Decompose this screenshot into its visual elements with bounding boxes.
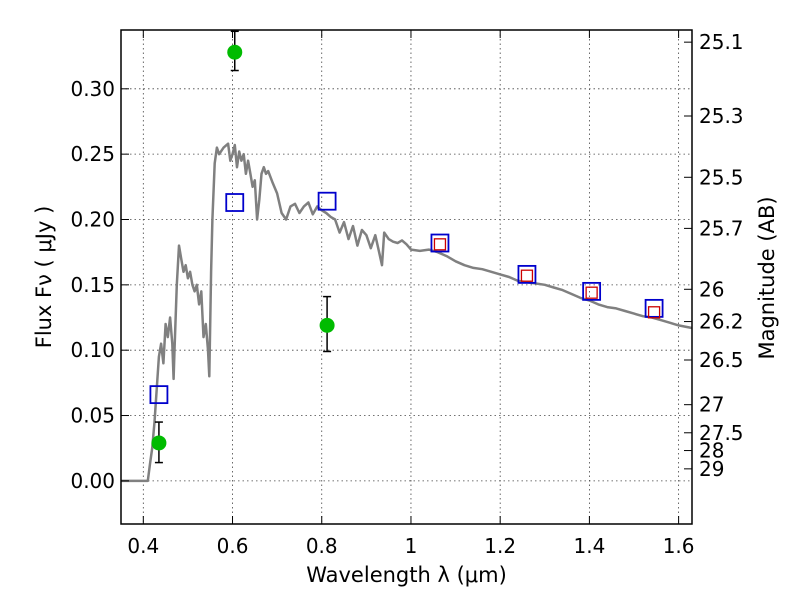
model-flux-inner-square — [647, 306, 661, 319]
observed-flux-point — [227, 44, 243, 60]
model-flux-inner-square — [433, 238, 447, 251]
y-tick-label: 0.25 — [70, 142, 115, 166]
x-tick-label: 1 — [405, 534, 418, 558]
model-flux-square — [317, 191, 337, 211]
x-axis-title: Wavelength λ (μm) — [306, 563, 507, 587]
model-flux-square — [149, 385, 169, 405]
y-tick-label: 0.00 — [70, 469, 115, 493]
y2-tick-label: 25.5 — [699, 165, 744, 189]
model-flux-inner-square — [520, 269, 534, 282]
observed-flux-point — [151, 435, 167, 451]
y-tick-label: 0.05 — [70, 404, 115, 428]
y2-tick-label: 29 — [699, 457, 724, 481]
y2-tick-label: 27.5 — [699, 421, 744, 445]
x-tick-label: 0.8 — [306, 534, 338, 558]
x-tick-label: 1.4 — [573, 534, 605, 558]
x-tick-label: 1.6 — [663, 534, 695, 558]
x-tick-label: 1.2 — [484, 534, 516, 558]
grid — [121, 30, 692, 524]
model-flux-square — [225, 193, 245, 212]
data-layer — [121, 30, 693, 483]
model-flux-square — [644, 298, 664, 318]
y2-tick-label: 26 — [699, 277, 724, 301]
y2-tick-label: 26.5 — [699, 348, 744, 372]
y-tick-label: 0.20 — [70, 207, 115, 231]
x-tick-label: 0.6 — [217, 534, 249, 558]
y-tick-label: 0.10 — [70, 338, 115, 362]
x-tick-label: 0.4 — [127, 534, 159, 558]
y2-tick-label: 26.2 — [699, 310, 744, 334]
model-flux-square — [517, 264, 537, 284]
observed-flux-point — [319, 317, 335, 333]
y2-tick-label: 27 — [699, 393, 724, 417]
y-tick-label: 0.30 — [70, 77, 115, 101]
ticks: 0.4 0.6 0.8 1 1.2 1.4 1.6 0.00 0.05 0.10 0.15 0.20 0… — [70, 30, 744, 558]
y2-axis-title: Magnitude (AB) — [755, 196, 779, 359]
plot-frame — [120, 29, 693, 525]
y-axis-title: Flux Fν ( μJy ) — [32, 206, 56, 349]
y2-tick-label: 28 — [699, 439, 724, 463]
model-flux-square — [430, 233, 450, 253]
model-flux-square — [582, 281, 602, 301]
model-flux-inner-square — [585, 286, 598, 299]
y2-tick-label: 25.1 — [699, 30, 744, 54]
y-tick-label: 0.15 — [70, 273, 115, 297]
model-spectrum-line — [121, 142, 693, 483]
y2-tick-label: 25.3 — [699, 104, 744, 128]
y2-tick-label: 25.7 — [699, 216, 744, 240]
